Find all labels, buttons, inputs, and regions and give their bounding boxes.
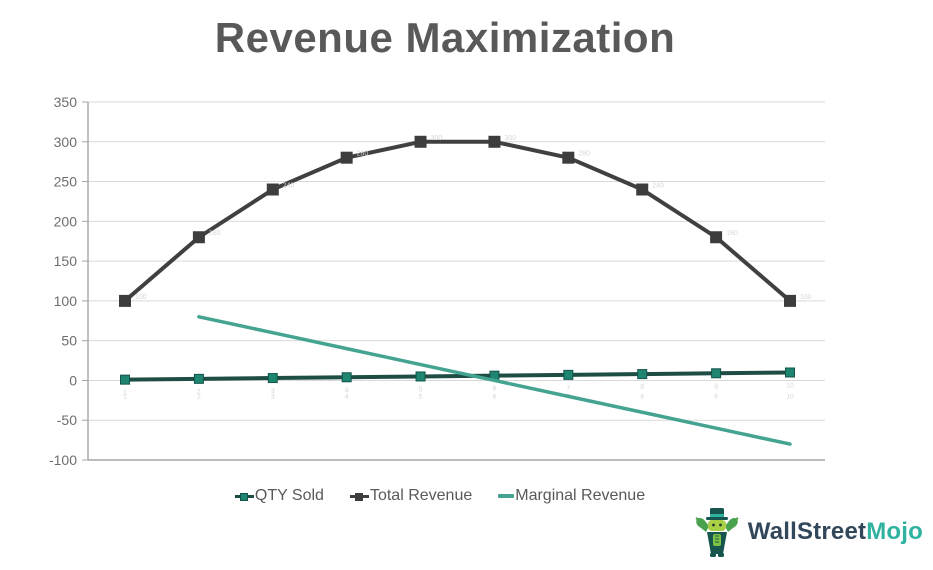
marker-total-revenue [784,294,796,307]
x-tick-label: 8 [640,393,644,400]
faint-data-label-qty-sold: 3 [271,388,275,395]
x-tick-label: 2 [197,393,201,400]
marker-total-revenue [119,294,131,307]
y-tick-label: 50 [61,333,77,349]
x-tick-label: 5 [419,393,423,400]
faint-data-label-total-revenue: 240 [283,183,295,190]
faint-data-label-total-revenue: 180 [726,230,738,237]
faint-data-label-qty-sold: 1 [123,390,127,397]
chart-title: Revenue Maximization [214,14,676,61]
y-tick-label: -50 [57,412,77,428]
marker-qty-sold [637,369,648,380]
faint-data-label-total-revenue: 300 [504,135,516,142]
faint-data-label-total-revenue: 100 [135,294,147,301]
faint-data-label-qty-sold: 8 [640,384,644,391]
y-tick-label: 0 [69,372,77,388]
faint-data-label-qty-sold: 4 [345,387,349,394]
brand-name-second: Mojo [866,518,923,545]
x-tick-label: 6 [493,393,497,400]
y-tick-label: 300 [54,134,78,150]
marker-total-revenue [562,151,575,164]
faint-data-label-total-revenue: 100 [800,294,812,301]
x-tick-label: 3 [271,393,275,400]
marker-total-revenue [340,151,353,164]
y-tick-label: 150 [54,253,78,269]
marker-qty-sold [341,372,352,383]
faint-data-label-qty-sold: 5 [419,386,423,393]
marker-qty-sold [785,367,795,378]
brand-name: WallStreetMojo [748,518,923,546]
series-line-qty-sold [123,370,792,382]
x-tick-label: 1 [123,393,127,400]
marker-qty-sold [415,371,426,382]
marker-qty-sold [563,369,574,380]
series-line-total-revenue [123,139,792,303]
brand-name-first: WallStreet [747,518,867,545]
brand-logo: WallStreetMojo [693,506,923,558]
legend-label: QTY Sold [254,487,324,504]
y-tick-label: -100 [49,452,77,468]
marker-total-revenue [636,183,649,196]
faint-data-label-total-revenue: 280 [578,151,590,158]
x-tick-label: 4 [345,393,349,400]
y-tick-label: 100 [54,293,78,309]
faint-data-label-total-revenue: 280 [357,151,369,158]
faint-data-label-total-revenue: 300 [431,135,443,142]
marker-qty-sold [193,373,204,384]
series-line-marginal-revenue [197,315,792,446]
marker-qty-sold [711,368,722,379]
marker-total-revenue [710,231,723,244]
chart-plot: 350 300 250 200 150 100 50 0 -50 -100 1 2 3 4 5 6 7 8 9 10 1… [49,94,825,468]
legend-item-marginal-revenue: Marginal Revenue [498,487,645,505]
marker-total-revenue [488,135,501,148]
y-tick-label: 200 [54,213,78,229]
faint-data-label-qty-sold: 9 [714,383,718,390]
faint-data-label-qty-sold: 6 [492,386,496,393]
faint-data-label-total-revenue: 180 [209,230,221,237]
legend-item-qty-sold: QTY Sold [234,487,324,505]
bull-mascot-icon [695,508,739,557]
legend-label: Marginal Revenue [515,487,646,504]
legend-item-total-revenue: Total Revenue [349,487,473,505]
marker-qty-sold [267,373,278,384]
marker-total-revenue [414,135,427,148]
faint-data-label-qty-sold: 2 [197,389,201,396]
marginal-revenue-legend-marker-icon [498,494,515,498]
x-tick-label: 10 [786,393,794,400]
total-revenue-legend-marker-icon [349,490,369,502]
qty-sold-legend-marker-icon [234,490,254,502]
faint-data-label-qty-sold: 10 [786,382,794,389]
legend-label: Total Revenue [369,487,473,504]
marker-qty-sold [120,374,130,385]
marker-total-revenue [266,183,279,196]
y-tick-label: 350 [54,94,78,110]
faint-data-label-qty-sold: 7 [566,385,570,392]
chart-legend: QTY Sold Total Revenue Marginal Revenue [0,487,880,505]
marker-total-revenue [192,231,205,244]
y-tick-label: 250 [54,174,78,190]
x-tick-label: 9 [714,393,718,400]
faint-data-label-total-revenue: 240 [652,183,664,190]
